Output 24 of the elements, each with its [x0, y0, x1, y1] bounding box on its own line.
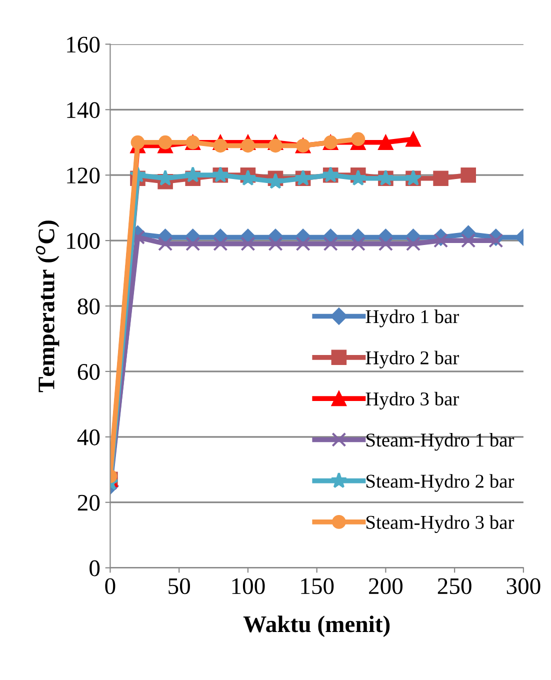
y-tick-label: 40 — [77, 429, 100, 446]
legend-label: Hydro 1 bar — [366, 310, 459, 328]
legend-label: Steam-Hydro 3 bar — [366, 515, 514, 533]
y-tick-label: 100 — [67, 233, 100, 249]
x-tick-label: 250 — [438, 578, 472, 594]
y-tick-label: 20 — [78, 494, 100, 511]
y-tick-label: 0 — [90, 560, 100, 576]
y-tick-label: 80 — [78, 298, 100, 314]
legend-label: Steam-Hydro 1 bar — [366, 432, 514, 451]
legend-label: Hydro 3 bar — [366, 392, 459, 410]
y-tick-label: 120 — [67, 168, 100, 184]
x-tick-label: 150 — [301, 578, 334, 594]
x-tick-label: 100 — [232, 578, 265, 594]
x-tick-label: 300 — [506, 578, 540, 594]
x-tick-label: 200 — [369, 578, 403, 594]
x-tick-label: 0 — [105, 578, 116, 594]
legend-label: Hydro 2 bar — [366, 350, 459, 368]
x-axis-title: Waktu (menit) — [243, 616, 390, 638]
x-tick-label: 50 — [168, 578, 190, 594]
y-tick-label: 140 — [67, 102, 100, 118]
y-tick-label: 60 — [78, 364, 100, 380]
legend-label: Steam-Hydro 2 bar — [366, 474, 514, 492]
y-axis-title: Temperatur ($^{o}$C) — [36, 220, 60, 392]
y-tick-label: 160 — [67, 36, 100, 53]
